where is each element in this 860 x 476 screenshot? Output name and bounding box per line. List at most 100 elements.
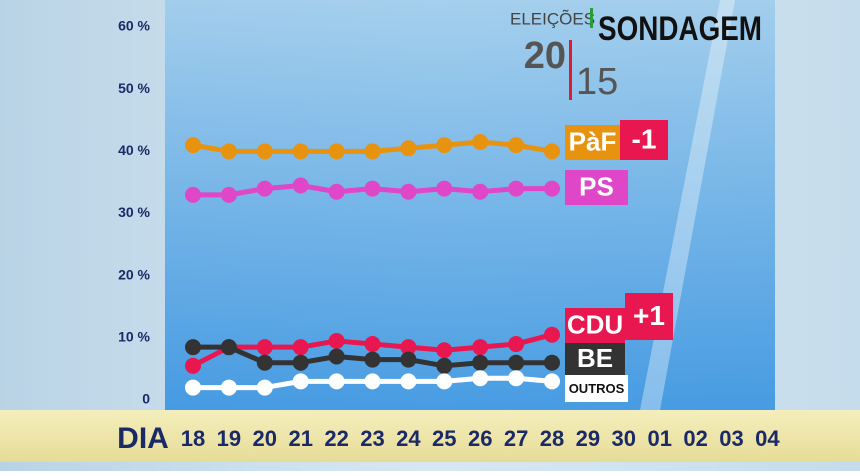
point xyxy=(400,373,417,390)
point xyxy=(472,134,489,151)
point xyxy=(328,373,345,390)
point xyxy=(328,332,345,349)
y-tick-label: 20 % xyxy=(118,266,150,282)
y-tick-label: 10 % xyxy=(118,329,150,345)
logo-bar xyxy=(590,8,593,28)
point xyxy=(292,143,309,160)
point xyxy=(400,140,417,157)
change-label: +1 xyxy=(633,300,665,331)
y-tick-label: 0 xyxy=(142,391,150,407)
point xyxy=(436,180,453,197)
chart-title: SONDAGEM xyxy=(598,10,762,48)
point xyxy=(436,357,453,374)
x-tick-label: 29 xyxy=(576,426,600,451)
x-tick-label: 01 xyxy=(647,426,671,451)
point xyxy=(472,370,489,387)
legend-box xyxy=(565,125,620,160)
point xyxy=(256,354,273,371)
legend-label: PS xyxy=(579,171,614,201)
y-tick-label: 40 % xyxy=(118,142,150,158)
point xyxy=(544,354,560,371)
x-tick-label: 30 xyxy=(612,426,636,451)
legend-label: BE xyxy=(577,343,613,373)
change-label: -1 xyxy=(632,123,657,154)
y-tick-label: 60 % xyxy=(118,18,150,34)
change-box xyxy=(620,120,668,160)
x-tick-label: 24 xyxy=(396,426,421,451)
point xyxy=(185,137,201,154)
point xyxy=(436,137,453,154)
x-tick-label: 04 xyxy=(755,426,780,451)
point xyxy=(364,180,381,197)
point xyxy=(185,379,201,396)
point xyxy=(508,180,525,197)
x-tick-label: 23 xyxy=(360,426,384,451)
point xyxy=(328,143,345,160)
logo-bar xyxy=(569,40,572,100)
x-tick-label: 18 xyxy=(181,426,205,451)
point xyxy=(220,186,237,203)
legend-box xyxy=(565,170,628,205)
point xyxy=(256,339,273,356)
point xyxy=(544,180,560,197)
point xyxy=(256,379,273,396)
point xyxy=(544,326,560,343)
legend-label: CDU xyxy=(567,309,623,339)
x-tick-label: 26 xyxy=(468,426,492,451)
point xyxy=(292,339,309,356)
point xyxy=(328,348,345,365)
point xyxy=(436,342,453,359)
axis-band xyxy=(0,410,860,462)
legend-label: OUTROS xyxy=(569,381,625,396)
x-tick-label: 28 xyxy=(540,426,564,451)
y-tick-label: 30 % xyxy=(118,204,150,220)
x-axis-label: DIA xyxy=(117,422,169,455)
point xyxy=(185,357,201,374)
point xyxy=(364,143,381,160)
point xyxy=(220,379,237,396)
point xyxy=(220,143,237,160)
x-tick-label: 02 xyxy=(683,426,707,451)
change-box xyxy=(625,293,673,340)
x-tick-label: 21 xyxy=(288,426,312,451)
x-tick-label: 25 xyxy=(432,426,456,451)
point xyxy=(364,336,381,353)
x-tick-label: 27 xyxy=(504,426,528,451)
x-tick-label: 20 xyxy=(253,426,277,451)
legend-label: PàF xyxy=(569,126,617,156)
point xyxy=(436,373,453,390)
y-tick-label: 50 % xyxy=(118,80,150,96)
point xyxy=(400,339,417,356)
point xyxy=(292,373,309,390)
logo-year: 15 xyxy=(576,61,618,103)
point xyxy=(256,180,273,197)
point xyxy=(508,137,525,154)
point xyxy=(472,339,489,356)
point xyxy=(400,183,417,200)
point xyxy=(364,373,381,390)
point xyxy=(328,183,345,200)
legend-box xyxy=(565,308,625,343)
x-tick-label: 19 xyxy=(217,426,241,451)
point xyxy=(292,354,309,371)
point xyxy=(508,336,525,353)
point xyxy=(185,186,201,203)
point xyxy=(472,354,489,371)
legend-box xyxy=(565,375,628,402)
point xyxy=(544,373,560,390)
point xyxy=(185,339,201,356)
x-tick-label: 03 xyxy=(719,426,743,451)
point xyxy=(364,351,381,368)
point xyxy=(544,143,560,160)
point xyxy=(472,183,489,200)
point xyxy=(220,339,237,356)
x-tick-label: 22 xyxy=(324,426,348,451)
logo-line: ELEIÇÕES xyxy=(510,9,595,28)
point xyxy=(508,354,525,371)
point xyxy=(292,177,309,194)
legend-box xyxy=(565,343,625,375)
point xyxy=(256,143,273,160)
logo-year: 20 xyxy=(524,35,566,77)
point xyxy=(400,351,417,368)
